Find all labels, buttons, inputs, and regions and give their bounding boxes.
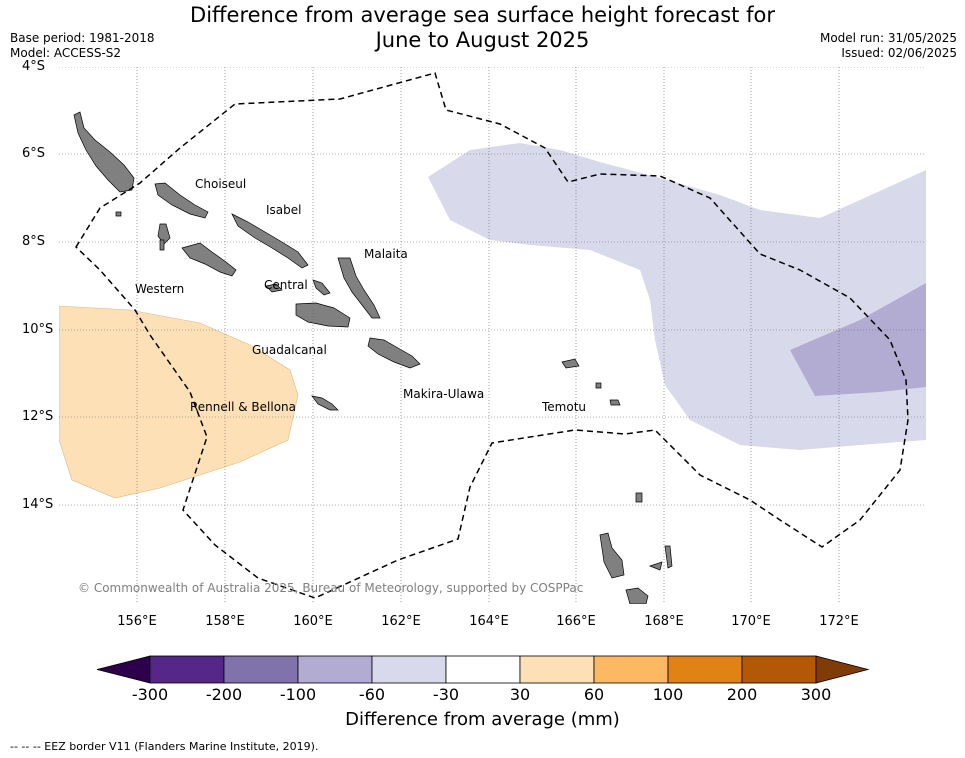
lat-label: 12°S <box>22 409 54 424</box>
colorbar-segment <box>445 655 521 684</box>
anomaly-region-positive-30-60 <box>59 305 299 499</box>
colorbar-segment <box>593 655 669 684</box>
left-metadata: Base period: 1981-2018 Model: ACCESS-S2 <box>10 31 155 61</box>
issued-text: Issued: 02/06/2025 <box>841 46 957 60</box>
colorbar-tick-label: -300 <box>131 685 169 704</box>
label-makira-ulawa: Makira-Ulawa <box>403 387 484 401</box>
graticule <box>59 67 926 604</box>
colorbar-segment <box>297 655 373 684</box>
colorbar-segment <box>371 655 447 684</box>
lon-label: 156°E <box>117 614 157 629</box>
eez-footnote: -- -- -- EEZ border V11 (Flanders Marine… <box>10 740 319 753</box>
island-small-4 <box>635 492 643 503</box>
right-metadata: Model run: 31/05/2025 Issued: 02/06/2025 <box>820 31 957 61</box>
colorbar-title: Difference from average (mm) <box>345 709 620 730</box>
island-isabel <box>231 213 309 269</box>
island-small-2 <box>312 279 331 296</box>
island-maewo <box>664 545 673 569</box>
colorbar-tick-label: 200 <box>726 685 758 704</box>
base-period-text: Base period: 1981-2018 <box>10 31 155 45</box>
lon-label: 166°E <box>556 614 596 629</box>
label-choiseul: Choiseul <box>195 177 246 191</box>
title-line-1: Difference from average sea surface heig… <box>190 3 775 27</box>
colorbar-extend-high <box>815 655 870 684</box>
colorbar-tick-label: -30 <box>432 685 460 704</box>
island-choiseul-bougainville <box>73 111 135 193</box>
island-rennell <box>311 395 339 411</box>
title-line-2: June to August 2025 <box>375 28 590 52</box>
lon-label: 164°E <box>469 614 509 629</box>
lat-label: 14°S <box>22 497 54 512</box>
colorbar-tick-label: 100 <box>652 685 684 704</box>
colorbar-segment <box>223 655 299 684</box>
colorbar-tick-label: 30 <box>509 685 531 704</box>
lon-label: 162°E <box>381 614 421 629</box>
lat-label: 10°S <box>22 322 54 337</box>
island-russell <box>265 283 283 293</box>
lat-label: 6°S <box>22 146 46 161</box>
label-malaita: Malaita <box>364 247 408 261</box>
island-vanikoro <box>609 399 621 406</box>
lon-label: 160°E <box>293 614 333 629</box>
label-temotu: Temotu <box>541 400 586 414</box>
island-espiritu-santo <box>599 532 625 579</box>
island-small-5 <box>115 211 122 217</box>
lat-label: 8°S <box>22 234 46 249</box>
label-rennell-bellona: Rennell & Bellona <box>190 400 296 414</box>
colorbar-tick-label: -60 <box>358 685 386 704</box>
colorbar-segment <box>149 655 225 684</box>
anomaly-region-negative-100-60 <box>790 283 926 396</box>
island-malakula <box>625 587 649 604</box>
chart-title: Difference from average sea surface heig… <box>0 3 965 53</box>
label-guadalcanal: Guadalcanal <box>252 343 327 357</box>
colorbar-segment <box>741 655 817 684</box>
colorbar-tick-label: -200 <box>205 685 243 704</box>
island-santa-cruz <box>561 358 580 369</box>
model-run-text: Model run: 31/05/2025 <box>819 31 957 45</box>
lat-label: 4°S <box>22 59 46 74</box>
island-ambae <box>648 561 663 571</box>
province-labels: Choiseul Isabel Malaita Western Central … <box>135 177 586 414</box>
label-western: Western <box>135 282 184 296</box>
lon-label: 158°E <box>205 614 245 629</box>
colorbar-tick-label: 300 <box>800 685 832 704</box>
colorbar-tick-label: -100 <box>279 685 317 704</box>
land-masses <box>73 111 673 604</box>
colorbar-extend-low <box>96 655 151 684</box>
island-makira <box>367 337 421 369</box>
island-small-1 <box>159 239 165 251</box>
lon-label: 168°E <box>644 614 684 629</box>
lon-label: 172°E <box>819 614 859 629</box>
island-small-3 <box>595 382 602 389</box>
model-text: Model: ACCESS-S2 <box>10 46 122 60</box>
island-guadalcanal <box>295 302 351 328</box>
map-area: Choiseul Isabel Malaita Western Central … <box>59 67 926 604</box>
copyright-text: © Commonwealth of Australia 2025, Bureau… <box>78 581 583 595</box>
island-choiseul <box>154 182 209 219</box>
island-malaita <box>337 257 381 319</box>
label-isabel: Isabel <box>266 203 301 217</box>
lon-label: 170°E <box>731 614 771 629</box>
colorbar <box>96 655 870 684</box>
colorbar-tick-label: 60 <box>583 685 605 704</box>
colorbar-segment <box>519 655 595 684</box>
anomaly-region-negative-60-30 <box>428 143 926 450</box>
label-central: Central <box>264 278 308 292</box>
island-new-georgia <box>181 242 237 277</box>
island-vella-lavella <box>157 223 171 245</box>
colorbar-segment <box>667 655 743 684</box>
